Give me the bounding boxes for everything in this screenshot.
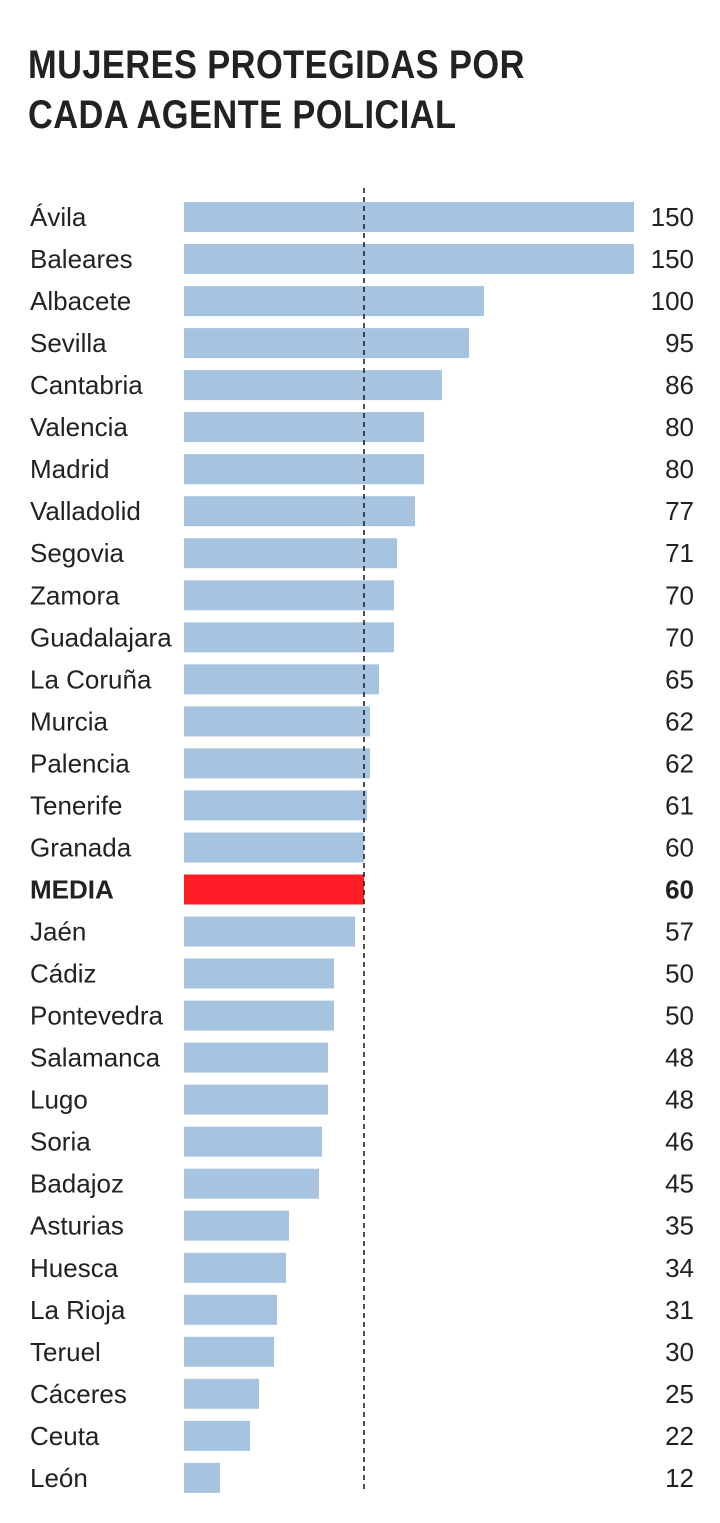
value-label: 50 [665,959,694,989]
bar [184,538,397,569]
category-label: Valladolid [30,496,141,526]
value-label: 31 [665,1295,694,1325]
bar [184,1294,277,1325]
category-label: León [30,1463,88,1493]
value-label: 80 [665,454,694,484]
bar [184,202,634,232]
category-label: La Coruña [30,664,152,694]
bar [184,706,370,737]
bar [184,1210,289,1241]
value-label: 22 [665,1421,694,1451]
bar [184,958,334,989]
bar [184,244,634,274]
value-label: 50 [665,1001,694,1031]
value-label: 62 [665,706,694,736]
value-label: 48 [665,1085,694,1115]
category-label-media: MEDIA [30,875,114,905]
bar [184,496,415,527]
bar [184,1126,322,1157]
value-label: 61 [665,790,694,820]
bar [184,286,484,317]
category-label: Pontevedra [30,1001,164,1031]
value-label-media: 60 [665,875,694,905]
category-label: Soria [30,1127,91,1157]
value-label: 70 [665,622,694,652]
category-label: Ávila [30,202,87,232]
category-label: Salamanca [30,1043,161,1073]
category-label: Murcia [30,706,109,736]
category-label: Ceuta [30,1421,100,1451]
value-label: 48 [665,1043,694,1073]
category-label: Albacete [30,286,131,316]
value-label: 45 [665,1169,694,1199]
value-label: 95 [665,328,694,358]
bar [184,328,469,359]
category-label: Teruel [30,1337,101,1367]
category-label: Cantabria [30,370,143,400]
category-label: Madrid [30,454,109,484]
bar [184,832,364,863]
bar [184,916,355,947]
value-label: 86 [665,370,694,400]
category-label: Asturias [30,1211,124,1241]
category-label: Badajoz [30,1169,124,1199]
category-label: Baleares [30,244,133,274]
value-label: 30 [665,1337,694,1367]
value-label: 71 [665,538,694,568]
value-label: 57 [665,917,694,947]
bar [184,622,394,653]
value-label: 77 [665,496,694,526]
value-label: 150 [651,202,694,232]
category-label: Guadalajara [30,622,172,652]
category-label: Zamora [30,580,120,610]
category-label: Cádiz [30,959,96,989]
bar [184,454,424,485]
category-label: Granada [30,833,132,863]
category-label: La Rioja [30,1295,126,1325]
bar [184,790,367,821]
bar [184,748,370,779]
bar [184,412,424,443]
value-label: 150 [651,244,694,274]
value-label: 70 [665,580,694,610]
value-label: 12 [665,1463,694,1493]
bar [184,664,379,695]
category-label: Jaén [30,917,86,947]
bar [184,1378,259,1409]
category-label: Huesca [30,1253,119,1283]
bar [184,1420,250,1451]
value-label: 34 [665,1253,694,1283]
bar [184,1168,319,1199]
category-label: Lugo [30,1085,88,1115]
value-label: 25 [665,1379,694,1409]
bar [184,580,394,611]
value-label: 62 [665,748,694,778]
category-label: Sevilla [30,328,107,358]
bar [184,1000,334,1031]
category-label: Segovia [30,538,124,568]
bar [184,1462,220,1493]
value-label: 80 [665,412,694,442]
category-label: Tenerife [30,790,123,820]
bar [184,1084,328,1115]
value-label: 46 [665,1127,694,1157]
chart-title: MUJERES PROTEGIDAS POR CADA AGENTE POLIC… [28,43,525,137]
category-label: Cáceres [30,1379,127,1409]
value-label: 60 [665,833,694,863]
value-label: 65 [665,664,694,694]
category-label: Valencia [30,412,128,442]
category-label: Palencia [30,748,130,778]
value-label: 35 [665,1211,694,1241]
bar [184,1252,286,1283]
bar [184,1336,274,1367]
bar [184,370,442,401]
value-label: 100 [651,286,694,316]
bar [184,1042,328,1073]
bar-media [184,874,364,905]
